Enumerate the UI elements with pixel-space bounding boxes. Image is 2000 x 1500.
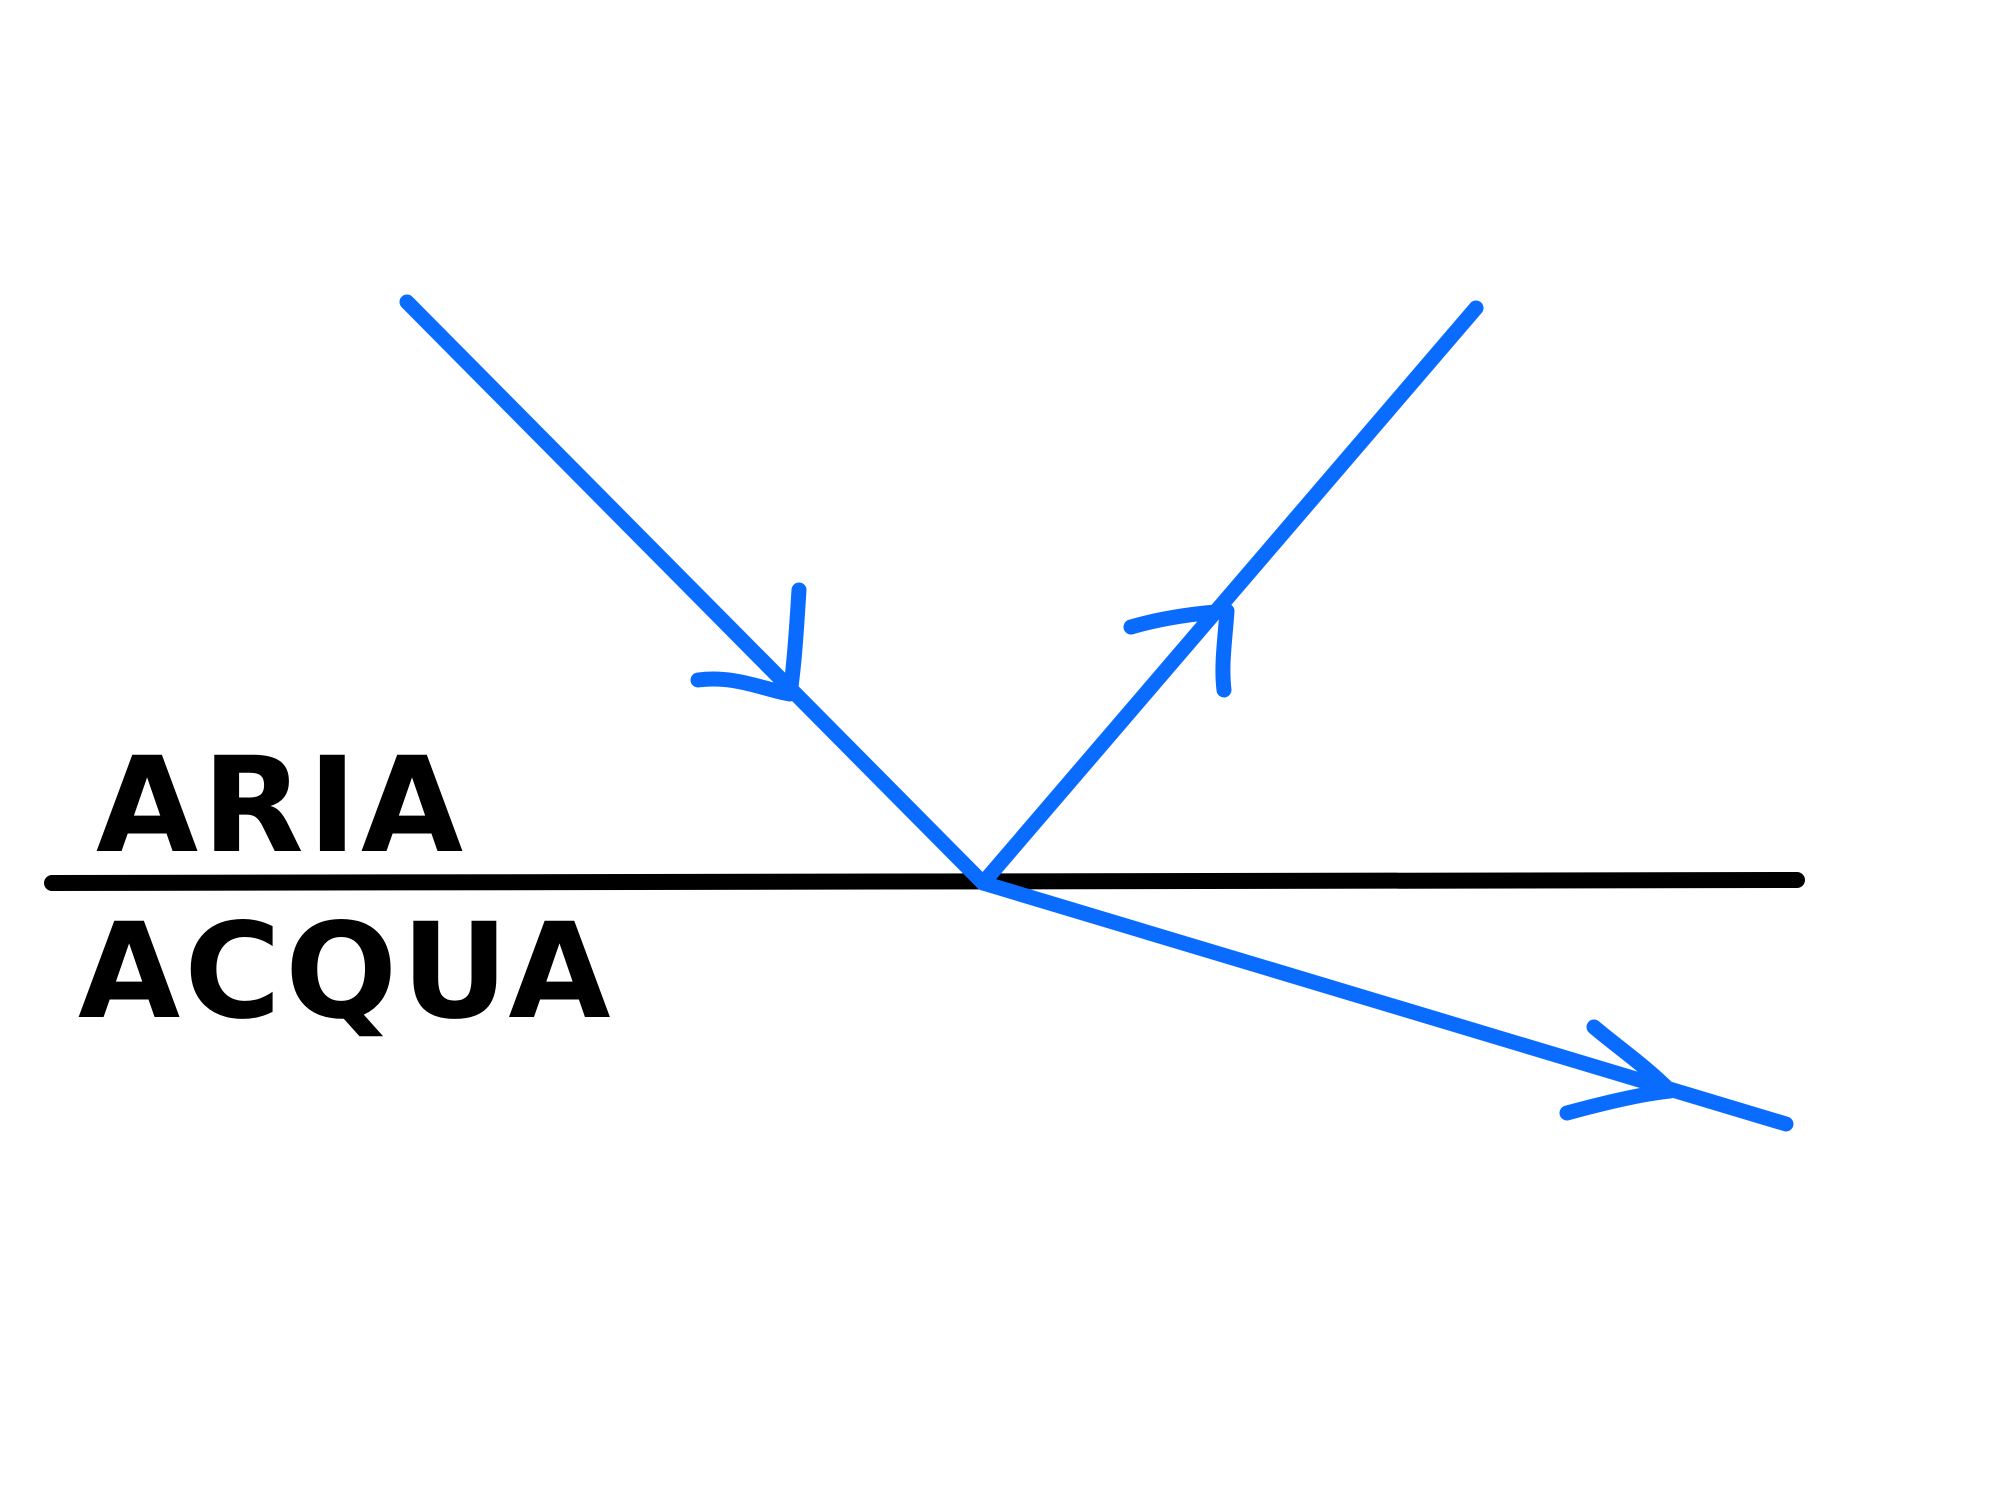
label-aria: ARIA [96,729,467,883]
refracted-ray-arrowhead [1559,1019,1678,1121]
air-water-boundary [44,872,1805,891]
incident-ray-arrowhead [690,582,807,702]
label-acqua: ACQUA [78,895,615,1049]
incident-ray [399,294,991,891]
reflected-ray-arrowhead [1123,603,1235,698]
reflected-ray [975,300,1484,891]
